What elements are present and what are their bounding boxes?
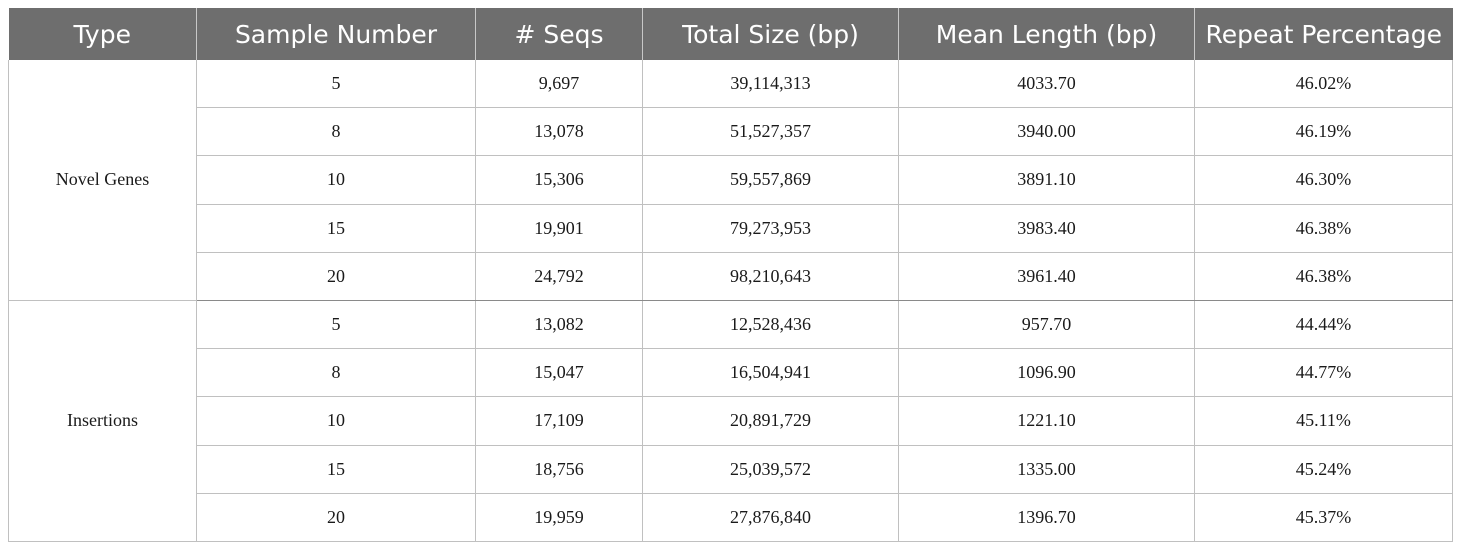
cell-seqs: 19,901 <box>475 204 643 253</box>
cell-sample-number: 8 <box>196 348 476 398</box>
cell-repeat-percentage: 45.11% <box>1194 396 1453 446</box>
table-body: Novel Genes 5 9,697 39,114,313 4033.70 4… <box>8 60 1453 542</box>
table-row: 8 13,078 51,527,357 3940.00 46.19% <box>9 107 1453 157</box>
cell-seqs: 9,697 <box>475 60 643 109</box>
header-row: Type Sample Number # Seqs Total Size (bp… <box>8 8 1453 60</box>
cell-total-size: 39,114,313 <box>642 60 899 109</box>
cell-sample-number: 15 <box>196 204 476 253</box>
cell-mean-length: 3891.10 <box>898 155 1195 205</box>
cell-sample-number: 8 <box>196 107 476 157</box>
table-row: Insertions 5 13,082 12,528,436 957.70 44… <box>8 300 1453 542</box>
cell-repeat-percentage: 46.19% <box>1194 107 1453 157</box>
table-row: 15 18,756 25,039,572 1335.00 45.24% <box>9 445 1453 494</box>
cell-total-size: 59,557,869 <box>642 155 899 205</box>
table-row: 20 24,792 98,210,643 3961.40 46.38% <box>9 252 1453 301</box>
cell-sample-number: 15 <box>196 445 476 494</box>
cell-seqs: 24,792 <box>475 252 643 301</box>
cell-total-size: 27,876,840 <box>642 493 899 542</box>
table-row: 10 17,109 20,891,729 1221.10 45.11% <box>9 396 1453 446</box>
cell-seqs: 15,306 <box>475 155 643 205</box>
cell-seqs: 18,756 <box>475 445 643 494</box>
group-type-cell: Novel Genes <box>8 60 197 301</box>
group-type-cell: Insertions <box>8 300 197 542</box>
cell-total-size: 79,273,953 <box>642 204 899 253</box>
cell-seqs: 19,959 <box>475 493 643 542</box>
cell-repeat-percentage: 45.37% <box>1194 493 1453 542</box>
cell-seqs: 13,082 <box>475 300 643 350</box>
table-row: 20 19,959 27,876,840 1396.70 45.37% <box>9 493 1453 542</box>
cell-repeat-percentage: 46.02% <box>1194 60 1453 109</box>
header-total-size: Total Size (bp) <box>642 8 899 60</box>
cell-total-size: 16,504,941 <box>642 348 899 398</box>
cell-mean-length: 3983.40 <box>898 204 1195 253</box>
table-row: Novel Genes 5 9,697 39,114,313 4033.70 4… <box>8 60 1453 301</box>
table-row: 8 15,047 16,504,941 1096.90 44.77% <box>9 348 1453 398</box>
cell-total-size: 12,528,436 <box>642 300 899 350</box>
cell-mean-length: 4033.70 <box>898 60 1195 109</box>
cell-sample-number: 10 <box>196 155 476 205</box>
header-sample-number: Sample Number <box>196 8 476 60</box>
cell-total-size: 51,527,357 <box>642 107 899 157</box>
header-type: Type <box>8 8 197 60</box>
cell-seqs: 15,047 <box>475 348 643 398</box>
cell-total-size: 98,210,643 <box>642 252 899 301</box>
cell-total-size: 20,891,729 <box>642 396 899 446</box>
cell-sample-number: 5 <box>196 60 476 109</box>
cell-repeat-percentage: 46.38% <box>1194 252 1453 301</box>
header-mean-length: Mean Length (bp) <box>898 8 1195 60</box>
header-repeat-percentage: Repeat Percentage <box>1194 8 1453 60</box>
table-header: Type Sample Number # Seqs Total Size (bp… <box>8 8 1453 60</box>
cell-sample-number: 10 <box>196 396 476 446</box>
cell-mean-length: 957.70 <box>898 300 1195 350</box>
cell-repeat-percentage: 45.24% <box>1194 445 1453 494</box>
cell-sample-number: 5 <box>196 300 476 350</box>
cell-repeat-percentage: 44.77% <box>1194 348 1453 398</box>
cell-seqs: 17,109 <box>475 396 643 446</box>
cell-mean-length: 1221.10 <box>898 396 1195 446</box>
cell-seqs: 13,078 <box>475 107 643 157</box>
cell-mean-length: 1335.00 <box>898 445 1195 494</box>
cell-mean-length: 1396.70 <box>898 493 1195 542</box>
cell-mean-length: 3940.00 <box>898 107 1195 157</box>
table-row: 10 15,306 59,557,869 3891.10 46.30% <box>9 155 1453 205</box>
header-seqs: # Seqs <box>475 8 643 60</box>
cell-mean-length: 1096.90 <box>898 348 1195 398</box>
cell-repeat-percentage: 46.38% <box>1194 204 1453 253</box>
cell-total-size: 25,039,572 <box>642 445 899 494</box>
data-table-container: Type Sample Number # Seqs Total Size (bp… <box>8 8 1453 542</box>
cell-sample-number: 20 <box>196 252 476 301</box>
table-row: 15 19,901 79,273,953 3983.40 46.38% <box>9 204 1453 253</box>
cell-repeat-percentage: 44.44% <box>1194 300 1453 350</box>
results-table: Type Sample Number # Seqs Total Size (bp… <box>8 8 1453 542</box>
cell-sample-number: 20 <box>196 493 476 542</box>
cell-mean-length: 3961.40 <box>898 252 1195 301</box>
cell-repeat-percentage: 46.30% <box>1194 155 1453 205</box>
